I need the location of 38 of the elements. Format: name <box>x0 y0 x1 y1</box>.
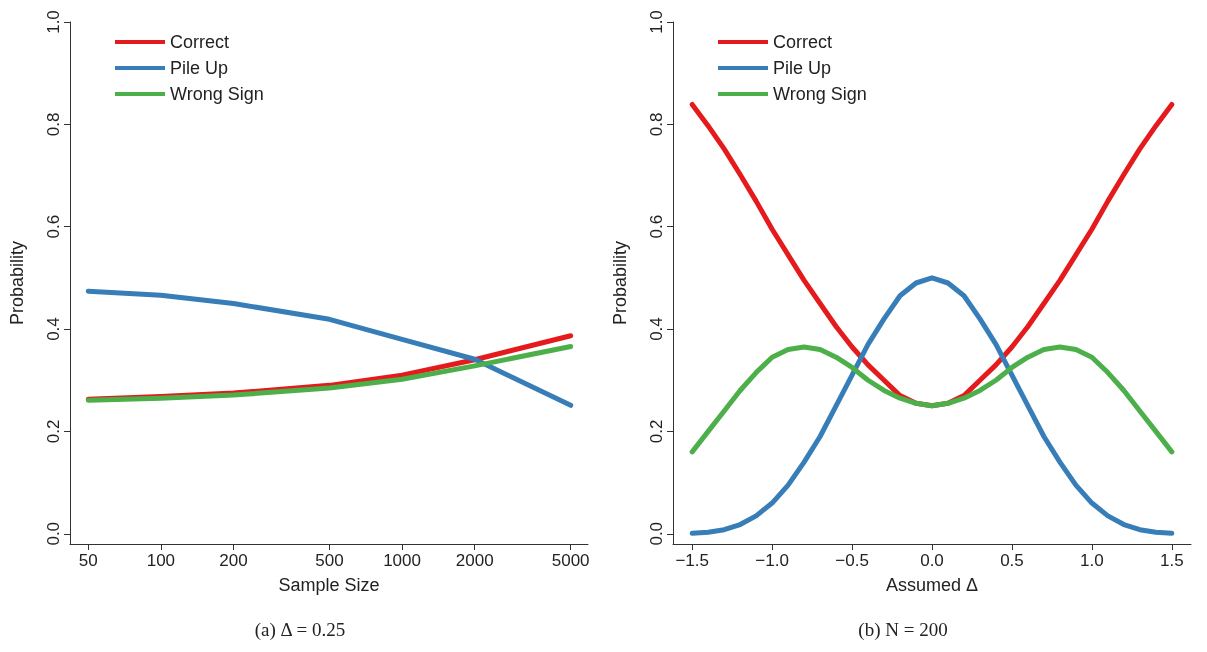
x-tick-label: 0.0 <box>920 551 944 570</box>
y-tick-label: 0.4 <box>647 317 666 341</box>
text: (a) Δ = 0.25 <box>254 619 346 641</box>
y-tick-label: 0.0 <box>647 521 666 546</box>
x-tick-label: −0.5 <box>835 551 869 570</box>
x-axis-title: Assumed Δ <box>885 575 979 595</box>
y-tick-label: 0.4 <box>44 317 63 341</box>
y-tick-label: 1.0 <box>44 10 63 34</box>
x-tick-label: 500 <box>315 551 344 570</box>
y-tick-label: 0.6 <box>44 214 63 239</box>
y-axis-title: Probability <box>7 240 27 326</box>
x-tick-label: −1.5 <box>675 551 709 570</box>
y-tick-label: 0.2 <box>44 419 63 444</box>
x-tick-label: −1.0 <box>755 551 789 570</box>
x-tick-label: 0.5 <box>1000 551 1024 570</box>
legend-label: Pile Up <box>773 58 832 78</box>
x-tick-label: 100 <box>146 551 176 570</box>
x-tick-label: 1000 <box>383 551 421 570</box>
legend-label: Wrong Sign <box>170 84 264 104</box>
y-tick-label: 0.2 <box>647 419 666 444</box>
x-axis-title: Sample Size <box>278 575 380 595</box>
y-tick-label: 0.0 <box>44 521 63 546</box>
x-tick-label: 50 <box>78 551 98 570</box>
x-tick-label: 2000 <box>455 551 494 570</box>
y-tick-label: 0.8 <box>647 112 666 137</box>
y-tick-label: 0.8 <box>44 112 63 137</box>
x-tick-label: 1.0 <box>1080 551 1104 570</box>
legend-label: Correct <box>170 32 230 52</box>
text: (b) N = 200 <box>858 619 948 641</box>
y-tick-label: 0.6 <box>647 214 666 239</box>
legend-label: Correct <box>773 32 833 52</box>
x-tick-label: 1.5 <box>1159 551 1184 570</box>
y-tick-label: 1.0 <box>647 10 666 34</box>
y-axis-title: Probability <box>610 240 630 326</box>
x-tick-label: 5000 <box>551 551 590 570</box>
legend-label: Pile Up <box>170 58 229 78</box>
x-tick-label: 200 <box>219 551 248 570</box>
legend-label: Wrong Sign <box>773 84 867 104</box>
